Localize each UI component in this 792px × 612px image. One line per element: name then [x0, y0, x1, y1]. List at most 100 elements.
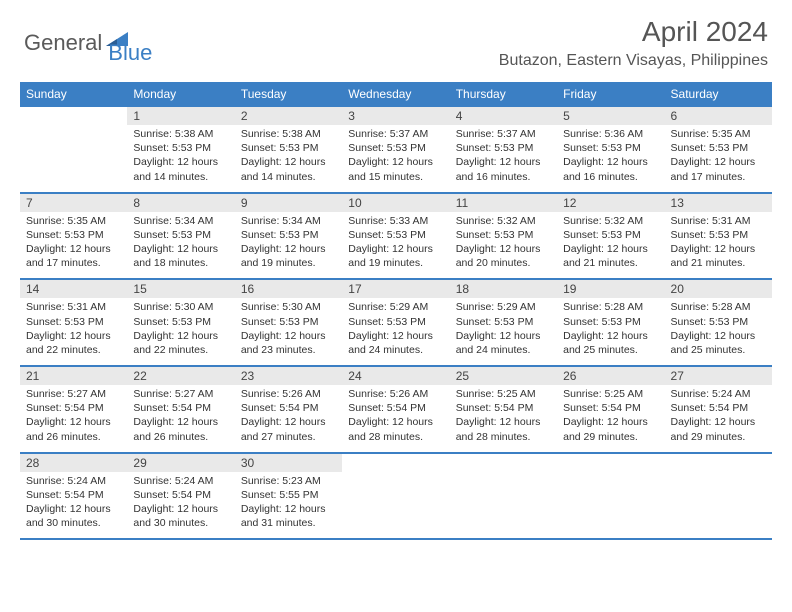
calendar-cell: 13Sunrise: 5:31 AMSunset: 5:53 PMDayligh… [665, 193, 772, 280]
day-body: Sunrise: 5:31 AMSunset: 5:53 PMDaylight:… [665, 212, 772, 279]
day-body-empty [665, 472, 772, 520]
day-body: Sunrise: 5:38 AMSunset: 5:53 PMDaylight:… [235, 125, 342, 192]
day-body: Sunrise: 5:27 AMSunset: 5:54 PMDaylight:… [20, 385, 127, 452]
day-body: Sunrise: 5:37 AMSunset: 5:53 PMDaylight:… [450, 125, 557, 192]
calendar-cell: 15Sunrise: 5:30 AMSunset: 5:53 PMDayligh… [127, 279, 234, 366]
day-body: Sunrise: 5:24 AMSunset: 5:54 PMDaylight:… [665, 385, 772, 452]
calendar-row: 1Sunrise: 5:38 AMSunset: 5:53 PMDaylight… [20, 106, 772, 193]
day-number: 10 [342, 194, 449, 212]
logo-text-general: General [24, 30, 102, 56]
calendar-cell [450, 453, 557, 540]
day-body: Sunrise: 5:24 AMSunset: 5:54 PMDaylight:… [127, 472, 234, 539]
day-body: Sunrise: 5:35 AMSunset: 5:53 PMDaylight:… [20, 212, 127, 279]
day-body-empty [20, 125, 127, 173]
day-number-empty [557, 454, 664, 472]
calendar-cell: 3Sunrise: 5:37 AMSunset: 5:53 PMDaylight… [342, 106, 449, 193]
day-number: 15 [127, 280, 234, 298]
day-number: 26 [557, 367, 664, 385]
day-number: 4 [450, 107, 557, 125]
header: General Blue April 2024 Butazon, Eastern… [0, 0, 792, 76]
day-number: 7 [20, 194, 127, 212]
day-number: 27 [665, 367, 772, 385]
day-number: 12 [557, 194, 664, 212]
day-body: Sunrise: 5:29 AMSunset: 5:53 PMDaylight:… [450, 298, 557, 365]
day-number: 3 [342, 107, 449, 125]
calendar-cell: 4Sunrise: 5:37 AMSunset: 5:53 PMDaylight… [450, 106, 557, 193]
calendar-cell [557, 453, 664, 540]
month-title: April 2024 [499, 16, 768, 48]
calendar-cell [665, 453, 772, 540]
day-number: 8 [127, 194, 234, 212]
day-number: 5 [557, 107, 664, 125]
day-number: 23 [235, 367, 342, 385]
day-body: Sunrise: 5:38 AMSunset: 5:53 PMDaylight:… [127, 125, 234, 192]
day-number: 2 [235, 107, 342, 125]
calendar-body: 1Sunrise: 5:38 AMSunset: 5:53 PMDaylight… [20, 106, 772, 539]
weekday-header: Thursday [450, 83, 557, 107]
weekday-header: Saturday [665, 83, 772, 107]
weekday-header: Tuesday [235, 83, 342, 107]
day-number: 30 [235, 454, 342, 472]
calendar-cell [20, 106, 127, 193]
day-body: Sunrise: 5:34 AMSunset: 5:53 PMDaylight:… [127, 212, 234, 279]
day-body: Sunrise: 5:25 AMSunset: 5:54 PMDaylight:… [450, 385, 557, 452]
day-number: 25 [450, 367, 557, 385]
day-number: 6 [665, 107, 772, 125]
calendar-cell: 23Sunrise: 5:26 AMSunset: 5:54 PMDayligh… [235, 366, 342, 453]
calendar-cell: 12Sunrise: 5:32 AMSunset: 5:53 PMDayligh… [557, 193, 664, 280]
day-body: Sunrise: 5:29 AMSunset: 5:53 PMDaylight:… [342, 298, 449, 365]
calendar-cell: 21Sunrise: 5:27 AMSunset: 5:54 PMDayligh… [20, 366, 127, 453]
day-body: Sunrise: 5:23 AMSunset: 5:55 PMDaylight:… [235, 472, 342, 539]
day-body: Sunrise: 5:37 AMSunset: 5:53 PMDaylight:… [342, 125, 449, 192]
logo-text-blue: Blue [108, 40, 152, 66]
calendar-cell: 16Sunrise: 5:30 AMSunset: 5:53 PMDayligh… [235, 279, 342, 366]
calendar-cell: 27Sunrise: 5:24 AMSunset: 5:54 PMDayligh… [665, 366, 772, 453]
calendar-cell: 22Sunrise: 5:27 AMSunset: 5:54 PMDayligh… [127, 366, 234, 453]
day-body: Sunrise: 5:32 AMSunset: 5:53 PMDaylight:… [557, 212, 664, 279]
day-number: 1 [127, 107, 234, 125]
calendar-cell: 30Sunrise: 5:23 AMSunset: 5:55 PMDayligh… [235, 453, 342, 540]
day-body: Sunrise: 5:28 AMSunset: 5:53 PMDaylight:… [557, 298, 664, 365]
weekday-header: Wednesday [342, 83, 449, 107]
calendar-cell: 29Sunrise: 5:24 AMSunset: 5:54 PMDayligh… [127, 453, 234, 540]
calendar-table: SundayMondayTuesdayWednesdayThursdayFrid… [20, 82, 772, 540]
day-number: 18 [450, 280, 557, 298]
day-body: Sunrise: 5:26 AMSunset: 5:54 PMDaylight:… [235, 385, 342, 452]
day-number: 14 [20, 280, 127, 298]
day-number-empty [450, 454, 557, 472]
day-body: Sunrise: 5:35 AMSunset: 5:53 PMDaylight:… [665, 125, 772, 192]
day-number: 28 [20, 454, 127, 472]
day-number: 9 [235, 194, 342, 212]
day-number: 19 [557, 280, 664, 298]
calendar-cell: 11Sunrise: 5:32 AMSunset: 5:53 PMDayligh… [450, 193, 557, 280]
weekday-header: Friday [557, 83, 664, 107]
day-number: 21 [20, 367, 127, 385]
day-number: 22 [127, 367, 234, 385]
calendar-row: 28Sunrise: 5:24 AMSunset: 5:54 PMDayligh… [20, 453, 772, 540]
weekday-header: Monday [127, 83, 234, 107]
day-body: Sunrise: 5:24 AMSunset: 5:54 PMDaylight:… [20, 472, 127, 539]
calendar-row: 14Sunrise: 5:31 AMSunset: 5:53 PMDayligh… [20, 279, 772, 366]
calendar-cell: 2Sunrise: 5:38 AMSunset: 5:53 PMDaylight… [235, 106, 342, 193]
day-body: Sunrise: 5:36 AMSunset: 5:53 PMDaylight:… [557, 125, 664, 192]
calendar-cell: 14Sunrise: 5:31 AMSunset: 5:53 PMDayligh… [20, 279, 127, 366]
day-body: Sunrise: 5:28 AMSunset: 5:53 PMDaylight:… [665, 298, 772, 365]
calendar-cell: 28Sunrise: 5:24 AMSunset: 5:54 PMDayligh… [20, 453, 127, 540]
day-body-empty [450, 472, 557, 520]
calendar-row: 21Sunrise: 5:27 AMSunset: 5:54 PMDayligh… [20, 366, 772, 453]
day-body: Sunrise: 5:31 AMSunset: 5:53 PMDaylight:… [20, 298, 127, 365]
calendar-cell: 8Sunrise: 5:34 AMSunset: 5:53 PMDaylight… [127, 193, 234, 280]
day-number: 13 [665, 194, 772, 212]
weekday-header: Sunday [20, 83, 127, 107]
day-body: Sunrise: 5:26 AMSunset: 5:54 PMDaylight:… [342, 385, 449, 452]
day-body: Sunrise: 5:30 AMSunset: 5:53 PMDaylight:… [127, 298, 234, 365]
calendar-cell: 20Sunrise: 5:28 AMSunset: 5:53 PMDayligh… [665, 279, 772, 366]
day-body: Sunrise: 5:34 AMSunset: 5:53 PMDaylight:… [235, 212, 342, 279]
day-number: 24 [342, 367, 449, 385]
location: Butazon, Eastern Visayas, Philippines [499, 52, 768, 70]
weekday-header-row: SundayMondayTuesdayWednesdayThursdayFrid… [20, 83, 772, 107]
calendar-cell: 5Sunrise: 5:36 AMSunset: 5:53 PMDaylight… [557, 106, 664, 193]
day-number: 16 [235, 280, 342, 298]
calendar-cell: 17Sunrise: 5:29 AMSunset: 5:53 PMDayligh… [342, 279, 449, 366]
day-body: Sunrise: 5:27 AMSunset: 5:54 PMDaylight:… [127, 385, 234, 452]
